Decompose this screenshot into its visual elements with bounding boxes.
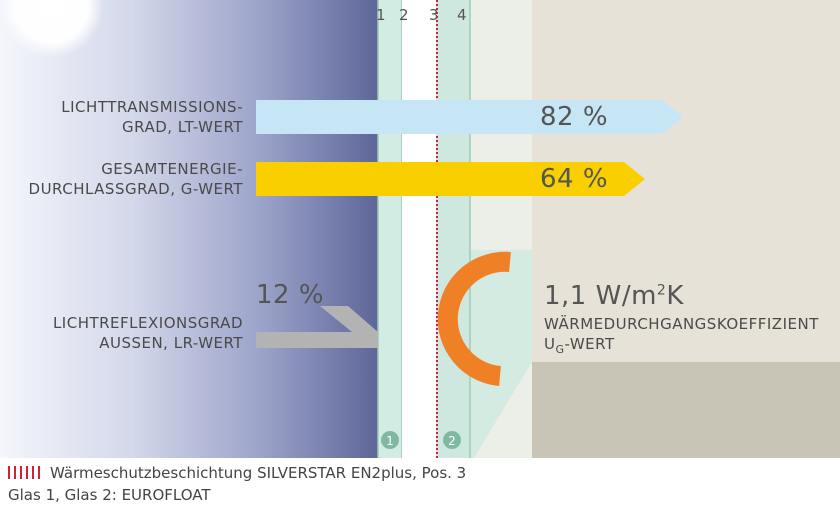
sun-icon [0, 0, 104, 58]
g-label: GESAMTENERGIE- DURCHLASSGRAD, G-WERT [29, 159, 243, 199]
u-subscript: G [555, 343, 565, 356]
pane-number-2: 2 [399, 6, 409, 24]
legend-line1: Wärmeschutzbeschichtung SILVERSTAR EN2pl… [50, 464, 467, 482]
glass-pane-1 [378, 0, 402, 458]
legend-coating: Wärmeschutzbeschichtung SILVERSTAR EN2pl… [8, 462, 466, 484]
glass-badge-2-text: 2 [448, 434, 456, 448]
u-label-suffix: -WERT [564, 335, 615, 353]
gas-cavity [402, 0, 436, 458]
glass-badge-2 [443, 431, 461, 449]
u-value: 1,1 W/m2K [544, 281, 684, 311]
coating-legend-icon [8, 466, 42, 479]
lr-value: 12 % [256, 280, 325, 310]
lr-label-line2: AUSSEN, LR-WERT [99, 334, 243, 352]
window-reveal [470, 250, 532, 458]
glass-badge-1-text: 1 [386, 434, 394, 448]
glazing-diagram: 1 2 1 2 3 4 LICHTTRANSMISSIONS- GRAD, LT… [0, 0, 840, 458]
legend-line2: Glas 1, Glas 2: EUROFLOAT [8, 486, 211, 504]
lt-arrow [256, 100, 683, 134]
outdoor-sky [0, 0, 378, 458]
u-value-arc [437, 251, 511, 386]
lr-label: LICHTREFLEXIONSGRAD AUSSEN, LR-WERT [53, 313, 243, 353]
g-label-line1: GESAMTENERGIE- [101, 160, 243, 178]
glass-pane-2 [436, 0, 470, 458]
g-value: 64 % [540, 164, 609, 194]
u-label-line1: WÄRMEDURCHGANGSKOEFFIZIENT [544, 315, 819, 333]
lt-value: 82 % [540, 102, 609, 132]
room-floor [474, 362, 840, 458]
diagram-graphic: 1 2 [0, 0, 840, 458]
g-label-line2: DURCHLASSGRAD, G-WERT [28, 180, 243, 198]
pane-number-3: 3 [429, 6, 439, 24]
u-symbol: U [544, 335, 556, 353]
u-value-unit: K [666, 281, 684, 311]
pane-number-1: 1 [376, 6, 386, 24]
legend: Wärmeschutzbeschichtung SILVERSTAR EN2pl… [8, 462, 466, 506]
lr-arrow [256, 306, 378, 348]
u-label: WÄRMEDURCHGANGSKOEFFIZIENT UG-WERT [544, 314, 819, 360]
lt-label: LICHTTRANSMISSIONS- GRAD, LT-WERT [61, 97, 243, 137]
lt-label-line1: LICHTTRANSMISSIONS- [61, 98, 243, 116]
pane-number-4: 4 [457, 6, 467, 24]
glass-badge-1 [381, 431, 399, 449]
u-value-main: 1,1 W/m [544, 281, 657, 311]
u-label-line2: UG-WERT [544, 334, 819, 360]
lt-label-line2: GRAD, LT-WERT [122, 118, 243, 136]
u-value-sup: 2 [656, 282, 667, 299]
g-arrow [256, 162, 645, 196]
lr-label-line1: LICHTREFLEXIONSGRAD [52, 314, 243, 332]
